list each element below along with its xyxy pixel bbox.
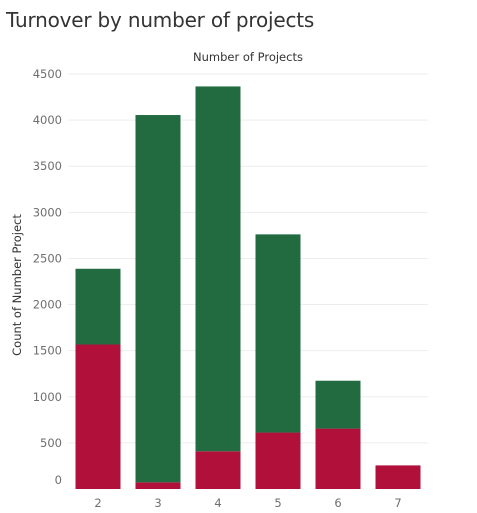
y-tick-label: 3000 [33, 205, 62, 219]
x-tick-label: 5 [274, 496, 281, 510]
bar-segment [135, 115, 181, 483]
bar-segment [195, 86, 241, 452]
x-tick-label: 4 [214, 496, 221, 510]
y-axis-ticks: 0 500 1000 1500 2000 2500 3000 3500 4000 4500 [33, 67, 62, 487]
x-tick-label: 2 [94, 496, 101, 510]
bar-segment [75, 268, 121, 345]
y-axis-title: Count of Number Project [10, 214, 24, 356]
y-tick-label: 2500 [33, 251, 62, 265]
y-tick-label: 1000 [33, 390, 62, 404]
bars [75, 86, 421, 489]
bar-segment [315, 428, 361, 489]
bar-segment [255, 432, 301, 489]
gridlines [68, 73, 428, 444]
bar-segment [255, 234, 301, 433]
bar-segment [135, 482, 181, 489]
bar-segment [375, 465, 421, 489]
bar-segment [195, 451, 241, 489]
y-tick-label: 4500 [33, 67, 62, 81]
bar-segment [315, 380, 361, 429]
x-axis-title: Number of Projects [193, 50, 303, 64]
x-tick-label: 6 [334, 496, 341, 510]
page-title: Turnover by number of projects [6, 8, 315, 32]
x-tick-label: 7 [394, 496, 401, 510]
y-tick-label: 1500 [33, 344, 62, 358]
x-axis-ticks: 2 3 4 5 6 7 [94, 496, 401, 510]
y-tick-label: 3500 [33, 159, 62, 173]
y-tick-label: 500 [40, 436, 62, 450]
y-tick-label: 2000 [33, 298, 62, 312]
x-tick-label: 3 [154, 496, 161, 510]
y-tick-label: 0 [55, 473, 62, 487]
y-tick-label: 4000 [33, 113, 62, 127]
bar-segment [75, 344, 121, 489]
